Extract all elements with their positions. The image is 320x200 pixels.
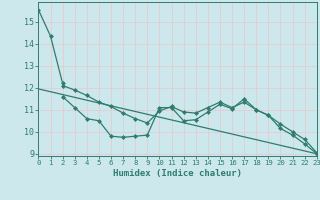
X-axis label: Humidex (Indice chaleur): Humidex (Indice chaleur) [113,169,242,178]
